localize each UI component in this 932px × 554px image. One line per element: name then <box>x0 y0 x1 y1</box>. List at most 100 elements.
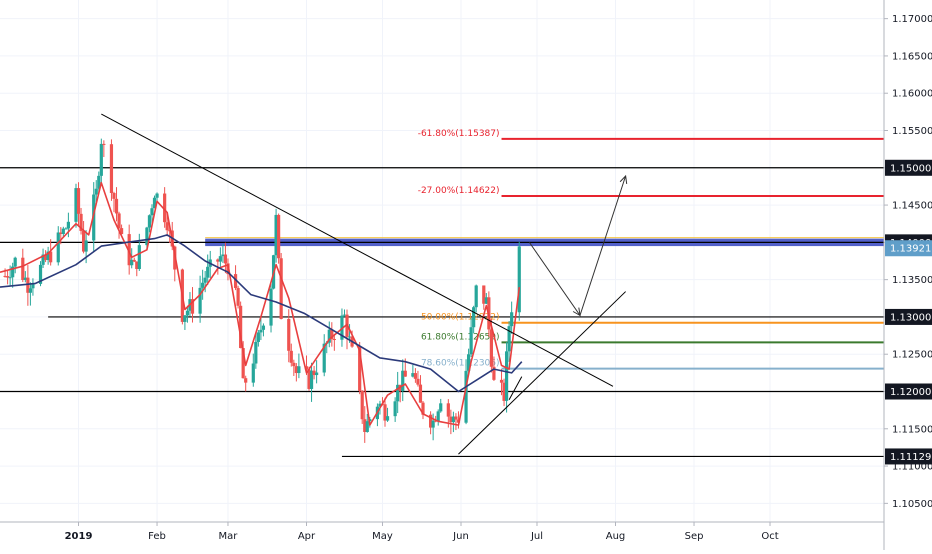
candle-body <box>97 175 101 189</box>
candle-body <box>469 327 473 355</box>
candle-body <box>221 254 225 257</box>
candle-body <box>393 401 397 417</box>
candle-body <box>363 419 367 432</box>
candle-body <box>484 297 488 304</box>
candle-body <box>21 257 25 280</box>
price-tick-label: 1.14500 <box>892 201 932 212</box>
price-tag-label: 1.15000 <box>890 163 931 174</box>
candle-body <box>304 366 309 370</box>
candle-body <box>279 258 283 319</box>
candle-body <box>74 188 78 222</box>
candle-body <box>307 369 311 389</box>
candle-body <box>436 411 440 422</box>
candle-body <box>13 257 17 267</box>
candle-body <box>81 230 86 252</box>
price-tag-box <box>885 240 932 257</box>
candle-body <box>185 310 190 316</box>
candle-body <box>147 215 152 228</box>
time-axis[interactable]: 2019 Feb Mar Apr May Jun Jul Aug Sep Oct <box>0 521 884 542</box>
candle-body <box>287 318 291 351</box>
candle-body <box>294 366 298 374</box>
candle-body <box>165 222 169 231</box>
price-tick-label: 1.10500 <box>892 499 932 510</box>
candle-body <box>5 276 10 278</box>
candle-body <box>223 254 228 264</box>
candle-body <box>43 254 48 261</box>
candle-body <box>216 259 220 262</box>
candle-body <box>241 348 245 379</box>
candle-body <box>38 264 43 284</box>
candle-body <box>446 403 450 417</box>
price-tag-box <box>885 383 932 400</box>
price-tick-label: 1.15500 <box>892 126 932 137</box>
candle-body <box>239 305 243 349</box>
candle-body <box>309 370 314 389</box>
candle-body <box>198 287 202 314</box>
candle-body <box>256 332 260 342</box>
candle-body <box>94 188 98 195</box>
price-tag-box <box>885 448 932 465</box>
candle-body <box>99 143 103 176</box>
candle-body <box>332 339 336 341</box>
trendline <box>101 113 614 387</box>
price-tick-label: 1.16500 <box>892 51 932 62</box>
price-axis[interactable]: 1.17000 1.16500 1.16000 1.15500 1.15000 1.145… <box>883 0 932 550</box>
time-tick-label: 2019 <box>65 531 93 542</box>
candle-body <box>466 354 471 371</box>
projection-arrowhead-down <box>572 307 581 317</box>
candles-layer <box>3 138 521 443</box>
price-tag-box <box>885 159 932 176</box>
fib-level-label: -27.00%(1.14622) <box>418 186 500 196</box>
candle-body <box>117 213 121 229</box>
trendline <box>458 291 626 455</box>
candle-body <box>244 378 248 383</box>
price-tag-box <box>885 308 932 325</box>
candle-body <box>507 326 511 352</box>
price-tag-label: 1.13921 <box>890 244 931 255</box>
candle-body <box>472 307 476 328</box>
candle-body <box>155 193 159 198</box>
candle-body <box>163 193 167 223</box>
candle-body <box>439 403 443 412</box>
fib-level-label: 50.00%(1.12922) <box>421 313 500 323</box>
moving-average-line <box>0 181 521 426</box>
price-tag-label: 1.13000 <box>890 312 931 323</box>
time-tick-label: Jul <box>530 531 543 542</box>
candle-body <box>11 266 15 278</box>
candle-body <box>292 362 296 367</box>
candle-body <box>315 372 319 376</box>
candle-body <box>454 416 458 420</box>
trendline <box>508 376 523 400</box>
candle-body <box>190 299 195 314</box>
candle-body <box>451 416 455 423</box>
candle-body <box>330 329 334 340</box>
time-tick-label: May <box>372 531 393 542</box>
candle-body <box>236 288 240 306</box>
candle-body <box>28 288 32 293</box>
candle-body <box>418 384 423 403</box>
candle-body <box>489 329 493 367</box>
candle-body <box>137 245 141 269</box>
candle-body <box>46 251 50 261</box>
price-tick-label: 1.12500 <box>892 350 932 361</box>
fib-level-label: -61.80%(1.15387) <box>418 129 500 139</box>
price-tick-label: 1.17000 <box>892 14 932 25</box>
candle-body <box>168 230 172 232</box>
candle-body <box>482 285 486 304</box>
candle-body <box>401 370 405 391</box>
candle-body <box>342 314 347 316</box>
candle-body <box>449 416 453 423</box>
time-tick-label: Aug <box>606 531 626 542</box>
candle-body <box>297 366 301 374</box>
candle-body <box>456 419 461 423</box>
candle-body <box>327 329 331 343</box>
moving-averages-layer <box>0 181 523 426</box>
candle-body <box>49 251 53 263</box>
candle-body <box>259 329 263 333</box>
candle-body <box>145 227 149 246</box>
candle-body <box>66 221 70 229</box>
candle-body <box>127 234 131 266</box>
price-tag-label: 1.11129 <box>890 452 931 463</box>
